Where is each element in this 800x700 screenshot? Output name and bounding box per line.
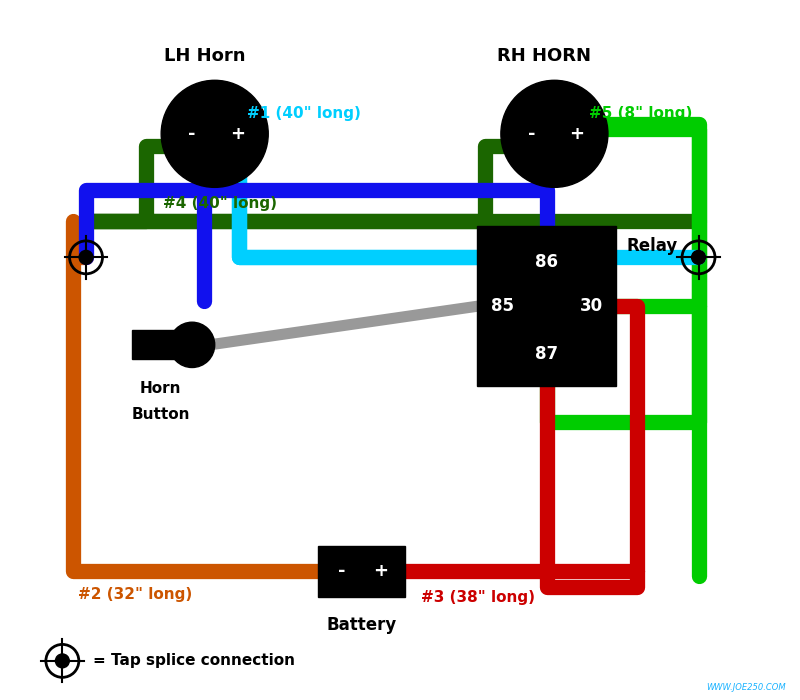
Text: -: -	[528, 125, 536, 143]
Bar	[478, 227, 616, 386]
Circle shape	[55, 654, 70, 668]
Text: #5 (8" long): #5 (8" long)	[589, 106, 692, 122]
Text: LH Horn: LH Horn	[164, 47, 245, 65]
Text: RH HORN: RH HORN	[497, 47, 591, 65]
Text: #3 (38" long): #3 (38" long)	[421, 590, 534, 605]
Text: Relay: Relay	[626, 237, 678, 255]
Circle shape	[161, 80, 268, 188]
Text: 30: 30	[579, 298, 602, 315]
Bar	[132, 330, 189, 359]
Text: 86: 86	[535, 253, 558, 271]
Text: Horn: Horn	[140, 381, 182, 396]
Circle shape	[501, 80, 608, 188]
Text: 87: 87	[535, 345, 558, 363]
Text: Battery: Battery	[326, 615, 397, 634]
Bar	[318, 545, 405, 597]
Text: -: -	[189, 125, 196, 143]
Text: WWW.JOE250.COM: WWW.JOE250.COM	[706, 682, 786, 692]
Text: +: +	[570, 125, 584, 143]
Text: 85: 85	[490, 298, 514, 315]
Circle shape	[170, 322, 214, 368]
Text: +: +	[373, 562, 388, 580]
Text: Button: Button	[131, 407, 190, 421]
Text: = Tap splice connection: = Tap splice connection	[94, 653, 295, 668]
Text: -: -	[338, 562, 346, 580]
Text: +: +	[230, 125, 245, 143]
Text: #2 (32" long): #2 (32" long)	[78, 587, 192, 602]
Circle shape	[79, 251, 93, 265]
Circle shape	[692, 251, 706, 265]
Text: #4 (40" long): #4 (40" long)	[163, 196, 278, 211]
Text: #1 (40" long): #1 (40" long)	[247, 106, 361, 122]
